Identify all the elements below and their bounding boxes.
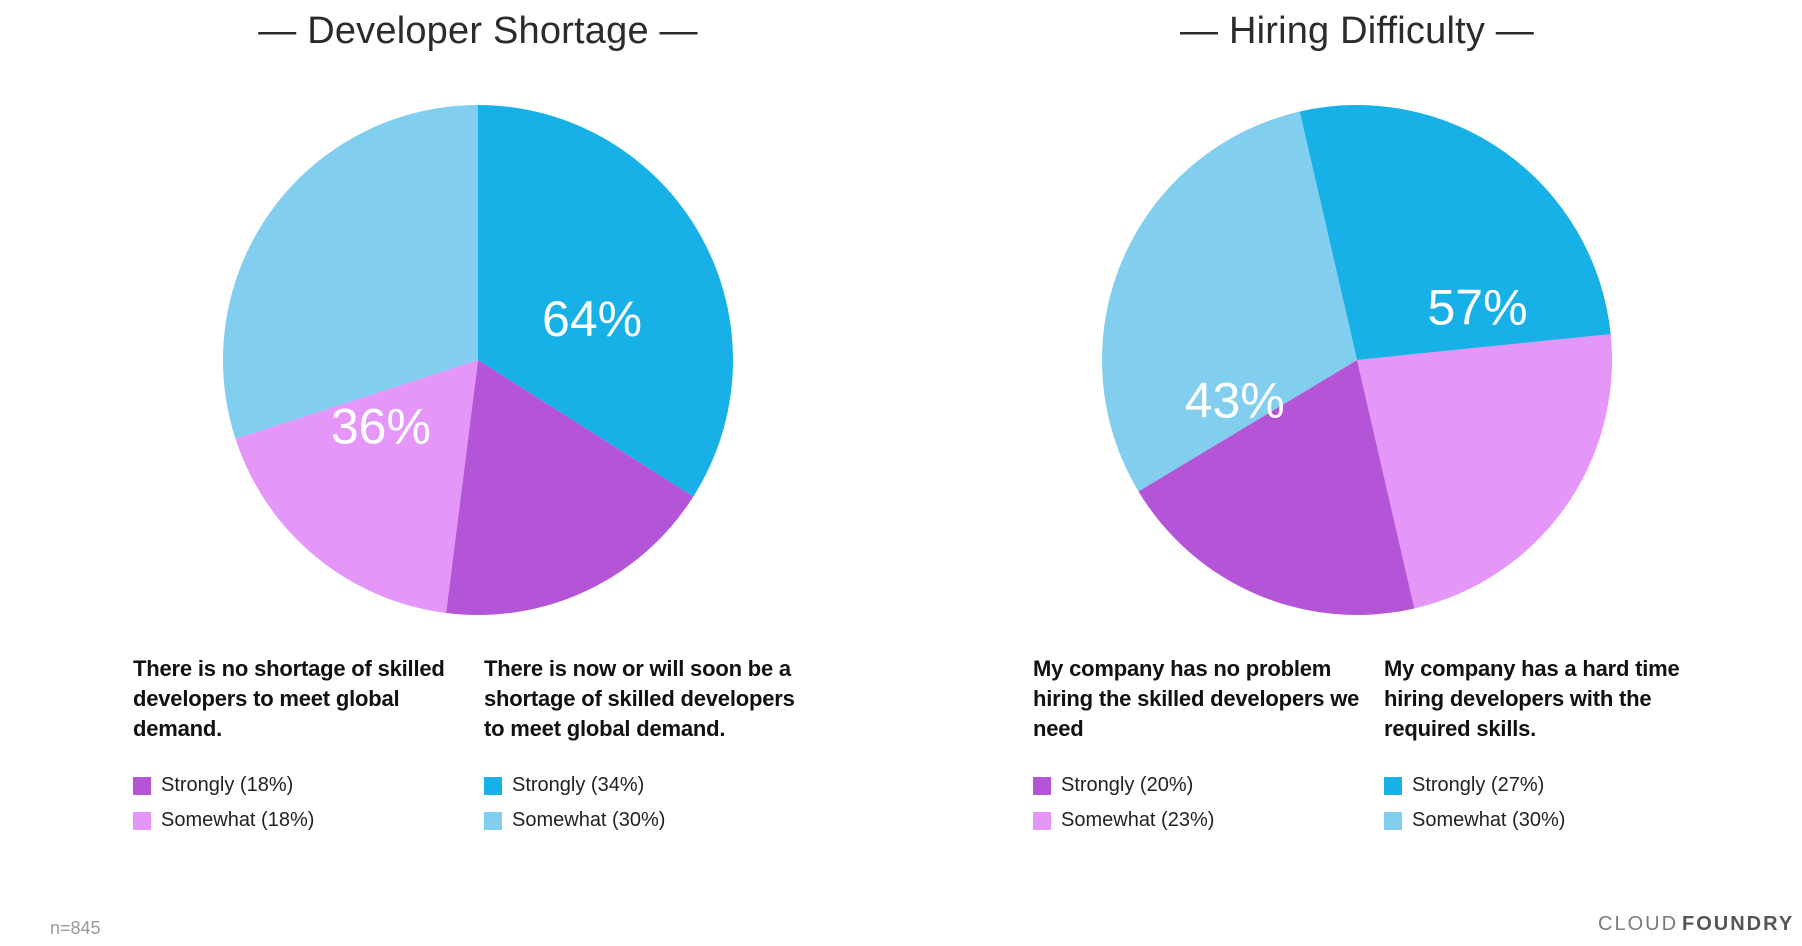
pie-slice-2	[235, 360, 478, 613]
legend-label-somewhat: Somewhat (30%)	[1412, 809, 1566, 831]
pie-percent-label-1: 43%	[1185, 373, 1285, 429]
pie-slice-0	[1299, 105, 1611, 360]
hard-hiring-group: My company has a hard time hiring develo…	[1384, 654, 1714, 838]
legend-label-somewhat: Somewhat (30%)	[512, 809, 666, 831]
shortage-legend: Strongly (34%) Somewhat (30%)	[484, 768, 814, 838]
pie-percent-label-0: 57%	[1427, 280, 1527, 336]
shortage-statement: There is now or will soon be a shortage …	[484, 656, 795, 741]
legend-label-strongly: Strongly (27%)	[1412, 774, 1545, 796]
sample-size-note: n=845	[50, 918, 101, 938]
legend-swatch-strongly	[1033, 776, 1051, 795]
pie-percent-label-1: 36%	[331, 399, 431, 455]
cloud-foundry-logo: CLOUD FOUNDRY	[1598, 913, 1794, 936]
no-hiring-problem-statement: My company has no problem hiring the ski…	[1033, 656, 1360, 741]
pie-percent-label-0: 64%	[542, 291, 642, 347]
legend-swatch-somewhat	[484, 811, 502, 830]
pie-slice-0	[478, 105, 733, 497]
hard-hiring-legend: Strongly (27%) Somewhat (30%)	[1384, 768, 1714, 838]
legend-item-somewhat: Somewhat (18%)	[133, 803, 463, 838]
developer-shortage-pie: 64% 36%	[222, 105, 733, 616]
legend-item-strongly: Strongly (27%)	[1384, 768, 1714, 803]
legend-swatch-strongly	[1384, 776, 1402, 795]
hard-hiring-statement: My company has a hard time hiring develo…	[1384, 656, 1680, 741]
shortage-group: There is now or will soon be a shortage …	[484, 654, 814, 838]
no-shortage-group: There is no shortage of skilled develope…	[133, 654, 463, 838]
legend-item-strongly: Strongly (34%)	[484, 768, 814, 803]
logo-text-bold: FOUNDRY	[1682, 913, 1795, 935]
legend-label-strongly: Strongly (20%)	[1061, 774, 1194, 796]
legend-swatch-strongly	[484, 776, 502, 795]
legend-label-strongly: Strongly (34%)	[512, 774, 645, 796]
pie-slice-1	[446, 360, 694, 616]
no-hiring-problem-legend: Strongly (20%) Somewhat (23%)	[1033, 768, 1363, 838]
no-shortage-statement: There is no shortage of skilled develope…	[133, 656, 445, 741]
legend-item-somewhat: Somewhat (30%)	[484, 803, 814, 838]
legend-item-somewhat: Somewhat (30%)	[1384, 803, 1714, 838]
legend-swatch-strongly	[133, 776, 151, 795]
no-shortage-legend: Strongly (18%) Somewhat (18%)	[133, 768, 463, 838]
legend-swatch-somewhat	[1033, 811, 1051, 830]
no-hiring-problem-group: My company has no problem hiring the ski…	[1033, 654, 1363, 838]
hiring-difficulty-pie: 57% 43%	[1102, 105, 1612, 615]
pie-slice-2	[1138, 360, 1415, 615]
legend-item-strongly: Strongly (18%)	[133, 768, 463, 803]
hiring-difficulty-title: — Hiring Difficulty —	[1179, 10, 1534, 52]
pie-slice-1	[1357, 334, 1612, 609]
legend-label-strongly: Strongly (18%)	[161, 774, 294, 796]
legend-swatch-somewhat	[1384, 811, 1402, 830]
pie-slice-3	[222, 105, 478, 439]
legend-label-somewhat: Somewhat (18%)	[161, 809, 315, 831]
legend-label-somewhat: Somewhat (23%)	[1061, 809, 1215, 831]
pie-slice-3	[1102, 111, 1357, 492]
legend-item-somewhat: Somewhat (23%)	[1033, 803, 1363, 838]
logo-text-light: CLOUD	[1598, 913, 1679, 935]
developer-shortage-title: — Developer Shortage —	[258, 10, 698, 52]
legend-swatch-somewhat	[133, 811, 151, 830]
legend-item-strongly: Strongly (20%)	[1033, 768, 1363, 803]
